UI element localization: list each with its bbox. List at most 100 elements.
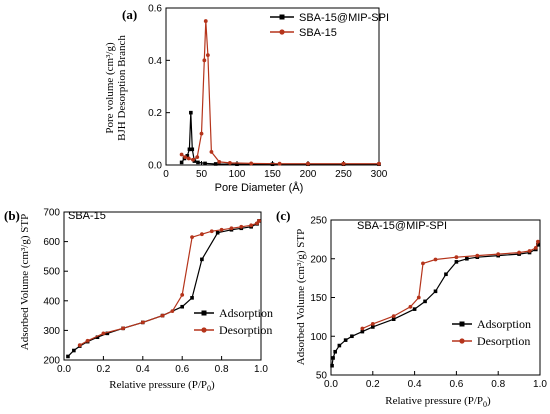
data-point (195, 155, 200, 160)
legend-marker (201, 327, 207, 333)
data-point (200, 232, 204, 237)
data-point (160, 313, 165, 318)
data-point (454, 260, 459, 264)
data-point (533, 246, 538, 250)
x-tick-label: 200 (300, 169, 317, 180)
data-point (202, 58, 207, 63)
panel-b-title: SBA-15 (68, 210, 106, 222)
panel-c-plot-frame (330, 219, 541, 376)
data-point (517, 250, 521, 255)
panel-c-xlabel-sub: 0 (483, 400, 487, 409)
panel-c-ylabel: Adsorbed Volume (cm³/g) STP (295, 229, 307, 365)
data-point (536, 243, 540, 247)
y-tick-label: 50 (316, 371, 328, 382)
data-point (412, 307, 417, 311)
pa-y-axis: 0.0 0.2 0.4 0.6 (148, 4, 170, 172)
legend-marker (459, 321, 465, 327)
data-point (203, 19, 208, 23)
panel-a-ylabel-line1: BJH Desorption Branch (116, 35, 128, 141)
data-point (180, 292, 185, 297)
y-tick-label: 150 (310, 293, 327, 304)
data-point (186, 156, 191, 161)
y-tick-label: 0.4 (148, 56, 162, 67)
panel-b-ylabel: Adsorbed Volume (cm³/g) STP (19, 214, 31, 350)
data-point (209, 150, 214, 154)
data-point (95, 335, 100, 340)
data-point (423, 299, 427, 304)
data-point (209, 229, 214, 234)
legend-marker (279, 29, 285, 35)
series-desorption (77, 218, 261, 348)
x-tick-label: 0.0 (324, 379, 338, 390)
x-tick-label: 250 (335, 169, 352, 180)
legend-marker (201, 310, 207, 316)
x-tick-label: 1.0 (254, 364, 268, 375)
data-point (433, 257, 438, 262)
x-tick-label: 100 (229, 169, 246, 180)
panel-b-xlabel-main: Relative pressure (P/P (109, 379, 207, 391)
data-point (333, 349, 337, 354)
data-point (277, 161, 282, 166)
x-tick-label: 0.0 (57, 364, 71, 375)
panel-c-xlabel-end: ) (487, 395, 491, 407)
data-point (343, 338, 348, 342)
y-tick-label: 100 (310, 332, 327, 343)
data-point (239, 224, 244, 229)
pc-series-group (330, 239, 540, 368)
data-point (391, 314, 396, 318)
data-point (203, 161, 207, 166)
panel-b-xlabel-sub: 0 (207, 384, 211, 393)
data-point (337, 343, 342, 348)
data-point (421, 261, 425, 266)
data-point (416, 295, 421, 300)
data-point (183, 155, 188, 160)
data-point (85, 338, 90, 343)
legend-label: Desorption (477, 334, 530, 348)
pc-y-axis: 50 100 150 200 250 (310, 216, 335, 382)
data-point (179, 152, 184, 157)
x-tick-label: 150 (264, 169, 281, 180)
data-point (77, 343, 82, 348)
legend-label: Desorption (219, 323, 272, 337)
data-point (391, 317, 396, 321)
data-point (330, 363, 334, 368)
series-sba-15 (179, 19, 381, 166)
data-point (371, 325, 375, 329)
data-point (229, 226, 234, 231)
y-tick-label: 500 (43, 267, 60, 278)
data-point (219, 227, 224, 232)
data-point (350, 334, 354, 339)
data-point (180, 304, 184, 309)
pb-legend: Adsorption Desorption (194, 306, 273, 337)
y-tick-label: 600 (43, 237, 60, 248)
pb-x-axis: 0.0 0.2 0.4 0.6 0.8 1.0 (57, 356, 268, 375)
x-tick-label: 50 (196, 169, 208, 180)
x-tick-label: 1.0 (533, 379, 547, 390)
data-point (360, 326, 365, 331)
panel-a-pore-size-distribution: (a) BJH Desorption Branch Pore volume (c… (104, 4, 389, 195)
legend-label: Adsorption (477, 317, 531, 331)
data-point (187, 147, 192, 152)
y-tick-label: 200 (43, 356, 60, 367)
y-tick-label: 0.6 (148, 4, 162, 15)
data-point (190, 235, 194, 240)
legend-label: Adsorption (219, 306, 273, 320)
data-point (101, 331, 106, 336)
data-point (217, 159, 222, 164)
series-line (181, 21, 379, 165)
data-point (121, 326, 125, 331)
data-point (377, 161, 381, 166)
data-point (189, 110, 193, 115)
panel-a-xlabel: Pore Diameter (Å) (215, 181, 304, 194)
data-point (66, 354, 70, 359)
data-point (496, 252, 501, 256)
pc-x-axis: 0.0 0.2 0.4 0.6 0.8 1.0 (324, 371, 547, 390)
data-point (235, 162, 239, 167)
panel-c-xlabel: Relative pressure (P/P0) (385, 395, 491, 409)
data-point (192, 159, 197, 163)
data-point (199, 131, 204, 136)
series-adsorption (330, 243, 540, 368)
data-point (190, 296, 194, 300)
data-point (306, 161, 310, 166)
data-point (331, 356, 335, 360)
